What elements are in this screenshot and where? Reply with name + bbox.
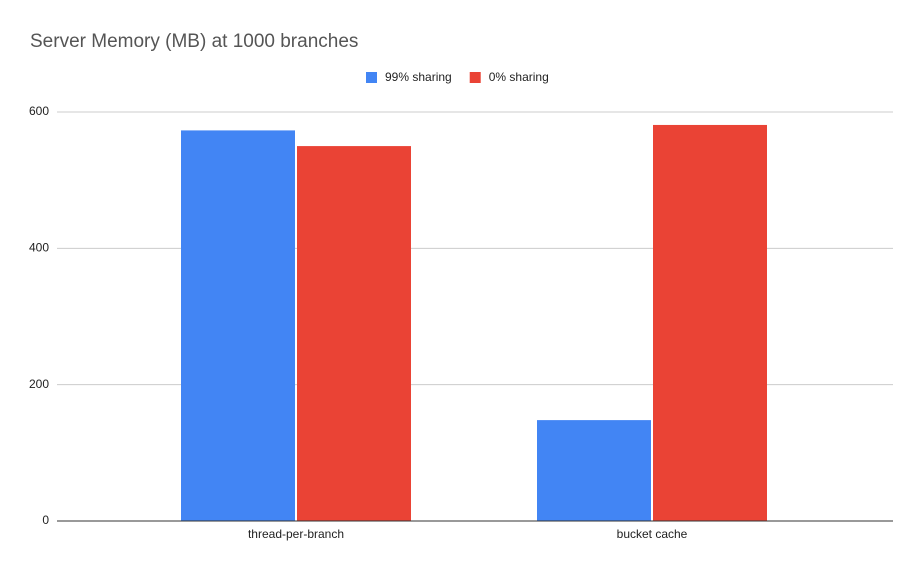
y-tick-label: 0 [42,513,49,527]
bar [653,124,767,522]
x-tick-label: thread-per-branch [248,527,344,541]
y-tick-label: 400 [29,241,49,255]
legend-swatch [469,72,481,83]
bar [537,420,651,521]
legend-swatch [366,72,377,83]
bar [181,130,295,521]
y-tick-label: 600 [29,104,49,118]
chart-title: Server Memory (MB) at 1000 branches [30,31,358,52]
legend-label: 99% sharing [385,70,452,84]
x-tick-label: bucket cache [617,527,688,541]
y-tick-label: 200 [29,377,49,391]
legend-label: 0% sharing [489,70,549,84]
bar [297,146,411,522]
